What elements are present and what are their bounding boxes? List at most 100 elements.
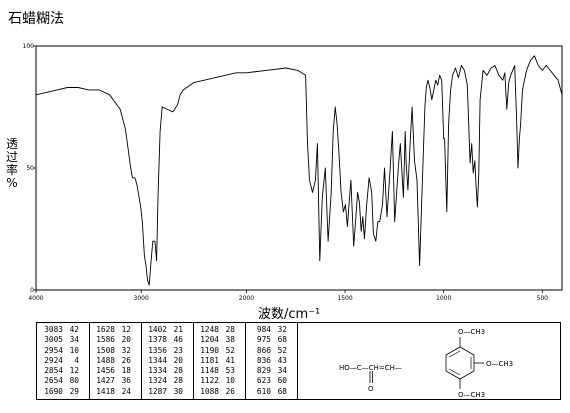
- x-tick-label: 1500: [337, 295, 352, 302]
- x-tick-label: 500: [537, 295, 549, 302]
- peak-wavenumber: 623: [256, 376, 271, 386]
- peak-wavenumber: 1204: [200, 335, 219, 345]
- peak-wavenumber: 1690: [44, 386, 63, 396]
- peak-row: 1190 52: [195, 346, 235, 356]
- peak-row: 1148 53: [195, 366, 235, 376]
- peak-transmittance: 60: [277, 376, 287, 386]
- peak-wavenumber: 1418: [96, 386, 115, 396]
- peak-row: 836 43: [247, 356, 287, 366]
- peak-row: 1248 28: [195, 325, 235, 335]
- peak-wavenumber: 610: [256, 386, 271, 396]
- column-divider: [141, 323, 142, 399]
- x-tick-label: 4000: [28, 295, 43, 302]
- peak-wavenumber: 1248: [200, 325, 219, 334]
- x-tick-label: 1000: [436, 295, 451, 302]
- peak-transmittance: 52: [225, 345, 235, 355]
- peak-transmittance: 28: [225, 325, 235, 334]
- peak-wavenumber: 1508: [96, 345, 115, 355]
- peak-row: 2954 10: [39, 346, 79, 356]
- peak-row: 1402 21: [143, 325, 183, 335]
- peak-wavenumber: 1427: [96, 376, 115, 386]
- peak-transmittance: 12: [121, 325, 131, 334]
- peak-transmittance: 28: [173, 376, 183, 386]
- peak-wavenumber: 1344: [148, 355, 167, 365]
- peak-row: 1204 38: [195, 335, 235, 345]
- chart-title: 石蜡糊法: [8, 11, 64, 27]
- peak-transmittance: 52: [277, 345, 287, 355]
- y-label-char: %: [6, 176, 18, 190]
- peak-transmittance: 43: [277, 355, 287, 365]
- peak-wavenumber: 1488: [96, 355, 115, 365]
- peak-row: 1181 41: [195, 356, 235, 366]
- peak-row: 866 52: [247, 346, 287, 356]
- peak-row: 1690 29: [39, 387, 79, 397]
- plot-frame: [35, 45, 563, 291]
- peak-wavenumber: 1324: [148, 376, 167, 386]
- peak-transmittance: 28: [173, 366, 183, 376]
- peak-row: 1488 26: [91, 356, 131, 366]
- column-divider: [245, 323, 246, 399]
- peak-wavenumber: 2924: [44, 355, 63, 365]
- peak-column: 1628 12 1586 20 1508 32 1488 26 1456 18 1427 36 1418…: [91, 325, 131, 397]
- peak-transmittance: 4: [74, 355, 79, 365]
- peak-row: 975 68: [247, 335, 287, 345]
- peak-row: 610 68: [247, 387, 287, 397]
- peak-row: 1418 24: [91, 387, 131, 397]
- peak-row: 2924 4: [39, 356, 79, 366]
- peak-row: 1122 10: [195, 376, 235, 386]
- peak-transmittance: 18: [121, 366, 131, 376]
- peak-transmittance: 80: [69, 376, 79, 386]
- peak-row: 1508 32: [91, 346, 131, 356]
- peak-row: 1427 36: [91, 376, 131, 386]
- peak-wavenumber: 984: [256, 325, 271, 334]
- carbonyl-o-label: O: [368, 385, 374, 393]
- peak-column: 1402 21 1378 46 1356 23 1344 20 1334 28 1324 28 1287…: [143, 325, 183, 397]
- x-axis-label: 波数/cm⁻¹: [258, 307, 321, 322]
- x-tick-label: 2000: [239, 295, 254, 302]
- peak-row: 1088 26: [195, 387, 235, 397]
- peak-transmittance: 32: [121, 345, 131, 355]
- peak-row: 3083 42: [39, 325, 79, 335]
- acid-chain-label: HO—C—CH=CH—: [339, 364, 402, 372]
- peak-wavenumber: 1287: [148, 386, 167, 396]
- y-axis-label: 透 过 率 %: [4, 138, 20, 190]
- peak-wavenumber: 836: [256, 355, 271, 365]
- methoxy-bottom-label: O—CH3: [458, 391, 485, 399]
- peak-row: 984 32: [247, 325, 287, 335]
- peak-wavenumber: 829: [256, 366, 271, 376]
- molecule-structure-icon: O HO—C—CH=CH— O—CH3 O—CH3 O—CH3: [339, 328, 513, 399]
- peak-transmittance: 38: [225, 335, 235, 345]
- peak-row: 1356 23: [143, 346, 183, 356]
- peak-row: 623 60: [247, 376, 287, 386]
- peak-transmittance: 26: [121, 355, 131, 365]
- peak-row: 3005 34: [39, 335, 79, 345]
- y-label-char: 过: [5, 150, 18, 164]
- peak-wavenumber: 3083: [44, 325, 63, 334]
- peak-wavenumber: 1586: [96, 335, 115, 345]
- peak-wavenumber: 3005: [44, 335, 63, 345]
- peak-table: 3083 42 3005 34 2954 10 2924 4 2854 12 2654 80 1690 2…: [36, 322, 298, 400]
- column-divider: [89, 323, 90, 399]
- peak-row: 1628 12: [91, 325, 131, 335]
- peak-wavenumber: 2854: [44, 366, 63, 376]
- peak-transmittance: 20: [121, 335, 131, 345]
- peak-wavenumber: 1456: [96, 366, 115, 376]
- peak-transmittance: 34: [277, 366, 287, 376]
- peak-transmittance: 20: [173, 355, 183, 365]
- y-label-char: 透: [5, 137, 18, 151]
- peak-wavenumber: 1148: [200, 366, 219, 376]
- peak-transmittance: 68: [277, 335, 287, 345]
- column-divider: [193, 323, 194, 399]
- peak-transmittance: 10: [225, 376, 235, 386]
- peak-wavenumber: 1190: [200, 345, 219, 355]
- peak-wavenumber: 2654: [44, 376, 63, 386]
- peak-transmittance: 34: [69, 335, 79, 345]
- methoxy-right-label: O—CH3: [486, 360, 513, 368]
- peak-transmittance: 36: [121, 376, 131, 386]
- peak-row: 1586 20: [91, 335, 131, 345]
- peak-wavenumber: 2954: [44, 345, 63, 355]
- peak-column: 1248 28 1204 38 1190 52 1181 41 1148 53 1122 10 1088…: [195, 325, 235, 397]
- peak-transmittance: 29: [69, 386, 79, 396]
- peak-transmittance: 68: [277, 386, 287, 396]
